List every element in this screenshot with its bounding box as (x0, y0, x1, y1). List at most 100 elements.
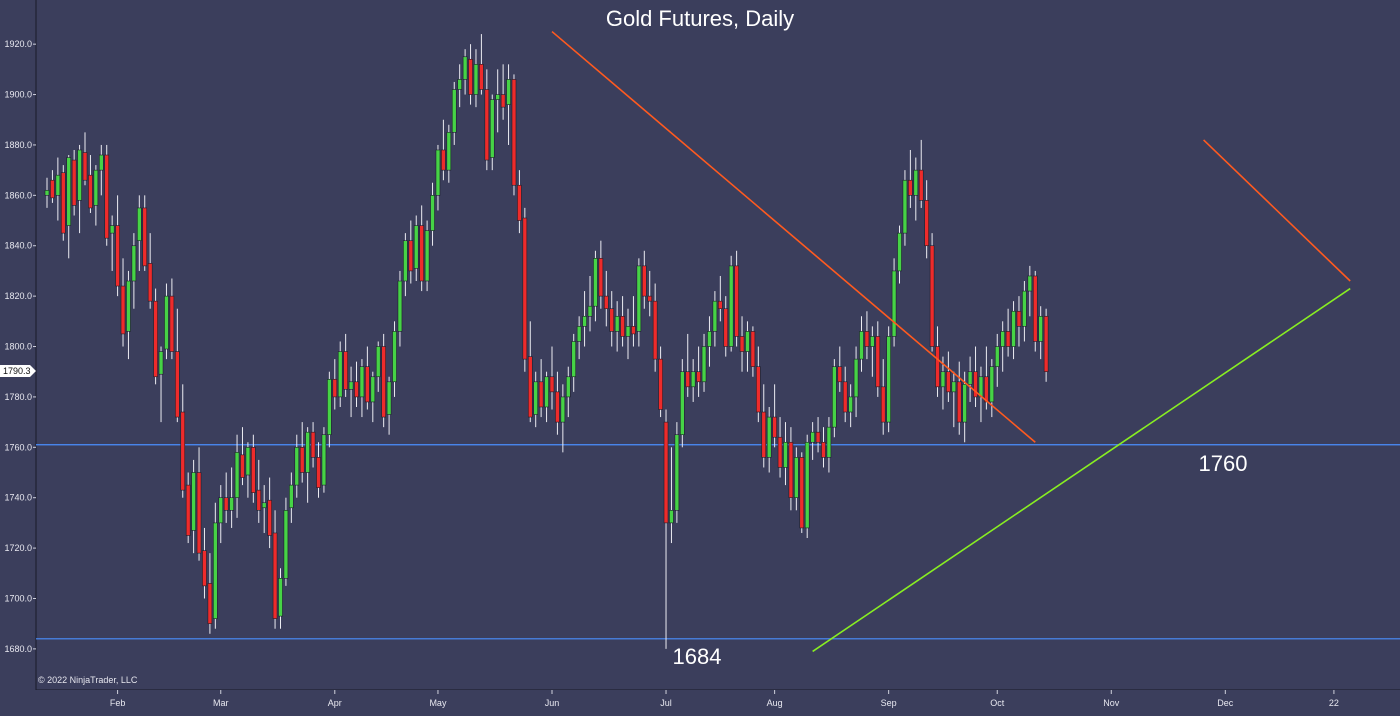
candle (718, 275, 723, 322)
candle-body (403, 240, 408, 282)
candle-body (278, 578, 283, 617)
y-tick-label: 1840.0 (4, 241, 32, 251)
candle (859, 316, 864, 372)
candle (180, 384, 186, 498)
candle (468, 44, 473, 105)
candle (810, 422, 815, 460)
candle-body (918, 169, 924, 201)
x-tick-label: Dec (1217, 698, 1234, 708)
candle (576, 316, 582, 360)
candle (1000, 321, 1005, 372)
candle (462, 49, 468, 95)
candle-body (419, 225, 424, 282)
candle (962, 371, 967, 443)
candle (408, 220, 414, 284)
candle (109, 215, 115, 271)
candle-body (571, 341, 577, 378)
candle (158, 346, 164, 423)
candle (669, 447, 674, 544)
candle (880, 359, 886, 435)
candle-body (1011, 310, 1016, 347)
candle-body (60, 172, 66, 234)
candle-body (462, 56, 468, 80)
candle-body (859, 331, 864, 360)
candle (413, 215, 419, 282)
candle (761, 384, 767, 468)
candle-body (962, 384, 967, 423)
candle (104, 144, 110, 246)
candle-body (104, 154, 110, 239)
candle-body (386, 381, 392, 415)
y-tick-label: 1760.0 (4, 442, 32, 452)
candle-body (707, 331, 712, 347)
candle-body (875, 336, 881, 388)
candle-body (739, 336, 745, 352)
candle-body (495, 94, 500, 100)
candle (598, 240, 604, 309)
candle (745, 321, 750, 372)
candle (777, 417, 783, 478)
candle-body (652, 300, 658, 360)
candle-body (956, 381, 962, 423)
candle (164, 283, 169, 360)
candle (175, 308, 180, 423)
candle-body (126, 280, 131, 332)
candle (696, 346, 701, 397)
y-tick-label: 1920.0 (4, 39, 32, 49)
candle-body (299, 447, 305, 473)
candle (473, 49, 479, 108)
last-price-label: 1790.3 (3, 366, 31, 376)
candle (593, 250, 598, 322)
candle (93, 165, 99, 226)
candle-body (544, 376, 549, 408)
candle-body (267, 499, 272, 536)
candle (614, 301, 620, 352)
candle (82, 132, 88, 186)
candle-body (842, 381, 848, 413)
candle-body (658, 358, 663, 410)
candle (826, 417, 832, 473)
candle-body (240, 454, 245, 478)
x-tick-label: Sep (881, 698, 897, 708)
candle (609, 291, 615, 347)
candle-body (951, 381, 957, 393)
candle-body (777, 436, 783, 468)
candle-body (50, 179, 55, 199)
candle-body (794, 457, 799, 499)
candle-body (994, 346, 1000, 367)
x-tick-label: Apr (328, 698, 342, 708)
candle-body (343, 351, 348, 390)
candle (842, 366, 848, 423)
candle (652, 283, 658, 372)
candle-body (175, 351, 180, 418)
candle-body (120, 285, 126, 335)
candle-body (788, 441, 794, 499)
candle-body (783, 441, 788, 468)
candle-body (202, 550, 207, 587)
candle (77, 144, 82, 234)
candle-body (337, 351, 343, 398)
candle (658, 346, 663, 418)
candle-body (137, 207, 142, 241)
candle (451, 81, 457, 145)
candle-body (680, 371, 685, 436)
candle (1011, 301, 1016, 360)
candle (549, 346, 555, 410)
candle (506, 64, 511, 145)
candle (278, 568, 283, 629)
copyright-text: © 2022 NinjaTrader, LLC (38, 675, 138, 685)
candle (756, 346, 761, 423)
candle (989, 359, 995, 418)
candle (327, 371, 332, 448)
x-axis-band (0, 690, 1400, 711)
candle-body (1022, 290, 1027, 327)
x-tick-label: Jun (545, 698, 560, 708)
candle-body (593, 258, 598, 307)
candle (403, 233, 408, 297)
candle-body (272, 532, 278, 619)
candle-body (685, 371, 691, 388)
candle-body (218, 497, 224, 524)
candle-body (153, 300, 158, 378)
candle-body (158, 351, 164, 375)
y-tick-label: 1720.0 (4, 543, 32, 553)
